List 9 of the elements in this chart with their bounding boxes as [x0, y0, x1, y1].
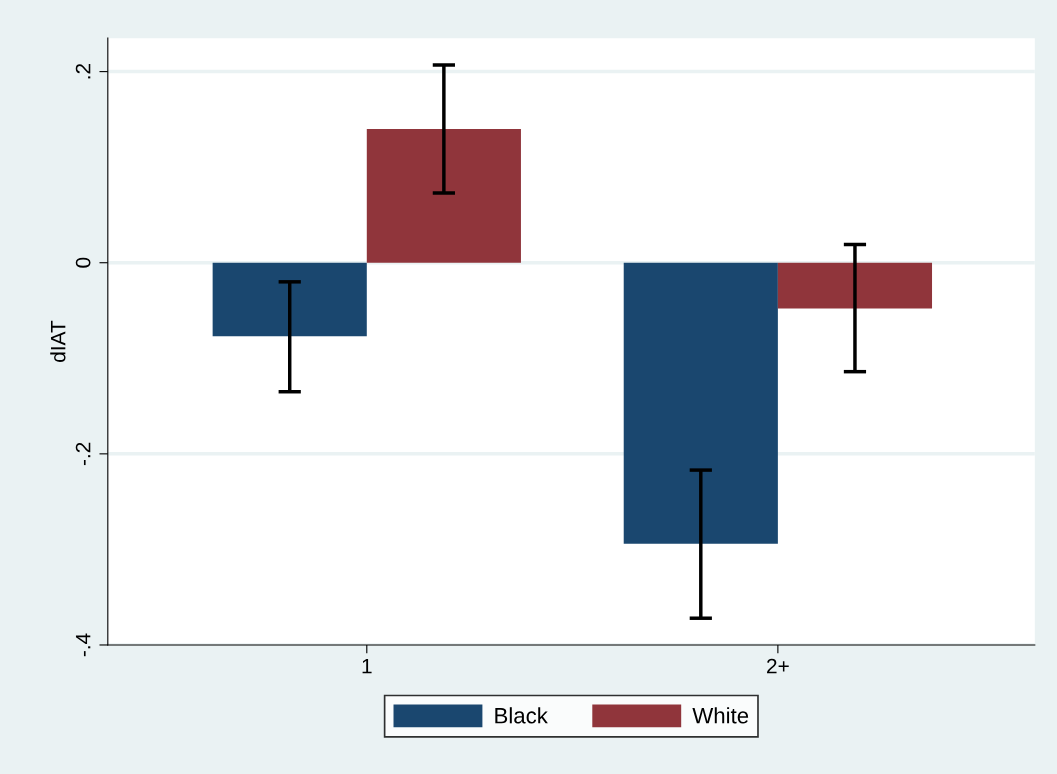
y-tick-label: -.4	[75, 633, 91, 657]
y-tick-label: -.2	[75, 442, 91, 466]
y-axis-title: dIAT	[50, 320, 66, 362]
legend-label: Black	[495, 707, 548, 724]
y-tick-label: 0	[75, 257, 91, 268]
x-tick-label: 2+	[767, 658, 789, 674]
legend-label: White	[692, 707, 749, 724]
x-tick-label: 1	[362, 658, 372, 674]
y-tick-label: .2	[75, 63, 91, 79]
